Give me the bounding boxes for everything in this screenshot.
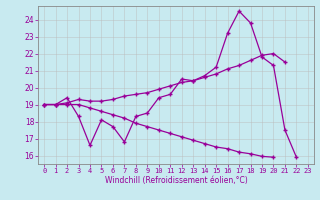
X-axis label: Windchill (Refroidissement éolien,°C): Windchill (Refroidissement éolien,°C) [105, 176, 247, 185]
